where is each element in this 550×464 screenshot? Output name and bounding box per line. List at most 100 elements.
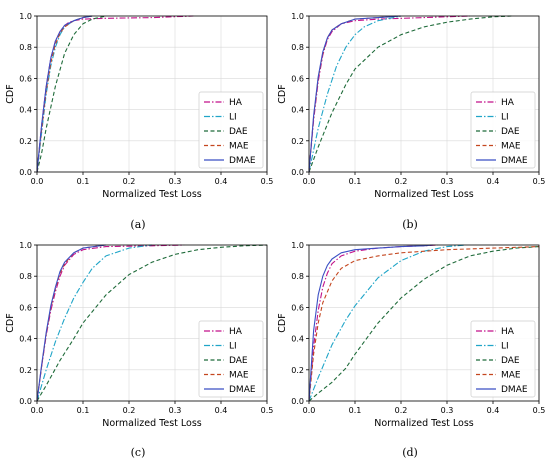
legend: HA LI DAE MAE DMAE: [198, 320, 264, 398]
legend-label-dae: DAE: [229, 127, 248, 137]
panel-caption: (d): [402, 446, 418, 459]
y-tick-label: 0.2: [291, 137, 304, 146]
y-tick-label: 0.0: [291, 397, 304, 406]
x-tick-label: 0.5: [533, 177, 546, 186]
y-tick-label: 0.2: [19, 366, 32, 375]
legend-label-li: LI: [501, 113, 509, 123]
legend-label-dmae: DMAE: [501, 156, 528, 166]
legend-label-dmae: DMAE: [229, 385, 256, 395]
legend-label-dmae: DMAE: [229, 156, 256, 166]
x-tick-label: 0.0: [303, 406, 316, 415]
x-tick-label: 0.3: [441, 406, 454, 415]
x-tick-label: 0.3: [169, 406, 182, 415]
x-tick-label: 0.4: [215, 406, 228, 415]
y-axis-label: CDF: [277, 313, 288, 332]
y-tick-label: 0.6: [291, 74, 304, 83]
y-axis-label: CDF: [277, 84, 288, 103]
x-tick-label: 0.2: [123, 406, 136, 415]
series-line-dae: [36, 15, 107, 173]
series-line-li: [36, 244, 153, 402]
legend: HA LI DAE MAE DMAE: [470, 320, 536, 398]
x-axis-label: Normalized Test Loss: [102, 418, 202, 429]
series-line-mae: [308, 246, 540, 402]
legend-box: [198, 320, 264, 398]
legend-label-li: LI: [229, 342, 237, 352]
legend-label-mae: MAE: [501, 371, 521, 381]
x-axis-label: Normalized Test Loss: [102, 189, 202, 200]
x-tick-label: 0.3: [441, 177, 454, 186]
y-tick-label: 0.2: [19, 137, 32, 146]
x-tick-label: 0.0: [31, 177, 44, 186]
legend-label-mae: MAE: [229, 371, 249, 381]
series-line-ha: [308, 244, 438, 402]
y-tick-label: 0.8: [19, 43, 32, 52]
x-tick-label: 0.0: [303, 177, 316, 186]
x-tick-label: 0.0: [31, 406, 44, 415]
y-tick-label: 0.6: [19, 74, 32, 83]
series-line-dmae: [36, 244, 107, 402]
y-tick-label: 1.0: [19, 241, 32, 250]
plot-frame: [36, 244, 268, 402]
y-tick-label: 0.6: [19, 303, 32, 312]
y-tick-label: 0.4: [291, 335, 304, 344]
series-line-dae: [308, 246, 540, 402]
x-tick-label: 0.1: [77, 177, 90, 186]
series-line-dae: [36, 244, 268, 402]
series-line-ha: [36, 244, 185, 402]
legend-label-ha: HA: [229, 327, 243, 337]
legend-label-dae: DAE: [229, 356, 248, 366]
x-tick-label: 0.4: [487, 177, 500, 186]
series-line-dae: [308, 15, 512, 173]
x-tick-label: 0.2: [395, 177, 408, 186]
x-tick-label: 0.2: [395, 406, 408, 415]
series-line-dmae: [308, 15, 402, 173]
panel-caption: (b): [402, 218, 418, 231]
legend-label-li: LI: [229, 113, 237, 123]
y-axis-label: CDF: [5, 313, 16, 332]
x-tick-label: 0.1: [349, 406, 362, 415]
y-tick-label: 0.0: [291, 168, 304, 177]
chart-panel: 0.0 0.1 0.2 0.3 0.4 0.5 0.0 0.2 0.4 0.6 0.8 1.0 Norm…: [5, 241, 273, 459]
y-tick-label: 0.8: [291, 272, 304, 281]
series-line-li: [308, 244, 466, 402]
panel-caption: (c): [131, 446, 146, 459]
legend-label-dae: DAE: [501, 127, 520, 137]
y-tick-label: 0.4: [291, 106, 304, 115]
y-tick-label: 1.0: [291, 241, 304, 250]
legend-label-ha: HA: [501, 98, 515, 108]
series-line-dmae: [308, 244, 434, 402]
chart-panel: 0.0 0.1 0.2 0.3 0.4 0.5 0.0 0.2 0.4 0.6 0.8 1.0 Norm…: [277, 241, 545, 459]
legend-label-li: LI: [501, 342, 509, 352]
x-axis-label: Normalized Test Loss: [374, 418, 474, 429]
x-tick-label: 0.2: [123, 177, 136, 186]
y-axis-label: CDF: [5, 84, 16, 103]
legend-label-dae: DAE: [501, 356, 520, 366]
plot-frame: [308, 15, 540, 173]
y-tick-label: 0.8: [19, 272, 32, 281]
legend-label-mae: MAE: [229, 142, 249, 152]
x-tick-label: 0.5: [261, 177, 274, 186]
chart-panel: 0.0 0.1 0.2 0.3 0.4 0.5 0.0 0.2 0.4 0.6 0.8 1.0 Norm…: [5, 12, 273, 231]
legend-box: [198, 91, 264, 169]
legend-box: [470, 91, 536, 169]
series-line-dmae: [36, 15, 93, 173]
legend-label-ha: HA: [501, 327, 515, 337]
legend-label-ha: HA: [229, 98, 243, 108]
y-tick-label: 0.4: [19, 106, 32, 115]
x-tick-label: 0.5: [533, 406, 546, 415]
panel-caption: (a): [130, 218, 145, 231]
chart-panel: 0.0 0.1 0.2 0.3 0.4 0.5 0.0 0.2 0.4 0.6 0.8 1.0 Norm…: [277, 12, 545, 231]
y-tick-label: 0.8: [291, 43, 304, 52]
y-tick-label: 1.0: [291, 12, 304, 21]
x-tick-label: 0.4: [215, 177, 228, 186]
x-tick-label: 0.1: [77, 406, 90, 415]
x-tick-label: 0.4: [487, 406, 500, 415]
x-tick-label: 0.5: [261, 406, 274, 415]
x-tick-label: 0.1: [349, 177, 362, 186]
y-tick-label: 0.0: [19, 397, 32, 406]
series-line-ha: [36, 15, 194, 173]
y-tick-label: 0.6: [291, 303, 304, 312]
series-line-li: [308, 15, 402, 173]
y-tick-label: 0.4: [19, 335, 32, 344]
